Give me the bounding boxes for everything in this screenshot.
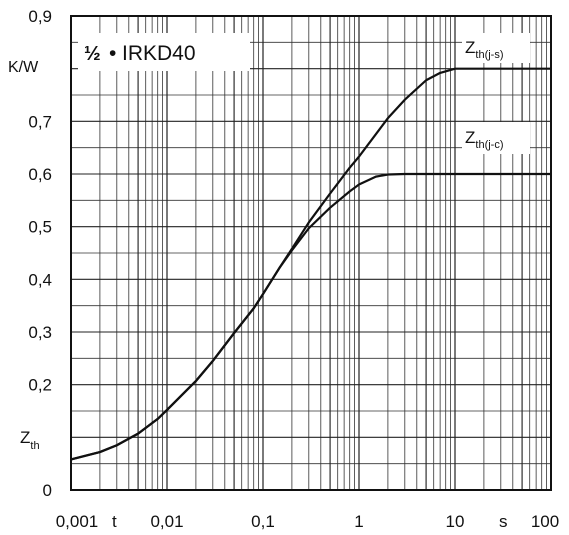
title-fraction: ½ [84,43,101,65]
series-lines [70,67,551,461]
y-tick-label: 0,7 [28,112,52,131]
title-box [78,33,250,71]
plot-frame [70,15,552,491]
x-tick-labels: 0,001 0,01 0,1 1 10 100 [56,512,559,531]
title-bullet: • [109,42,116,65]
y-tick-label: 0,4 [28,270,52,289]
y-unit-label: K/W [8,59,39,76]
series-label-jc: Zth(j-c) [465,128,504,151]
grid-major [71,16,551,490]
y-tick-label: 0,9 [28,7,52,26]
y-tick-labels: 0 0,2 0,3 0,4 0,5 0,6 0,7 0,9 [28,7,52,500]
curve-zth-jc [70,172,551,461]
series-label-bg-jc [462,122,530,154]
x-unit-label: s [499,512,508,531]
y-tick-label: 0,5 [28,218,52,237]
y-tick-label: 0,2 [28,376,52,395]
chart-title: IRKD40 [122,42,196,65]
y-tick-label: 0,6 [28,165,52,184]
y-axis-symbol: Zth [20,428,40,452]
x-tick-label: 10 [446,512,465,531]
x-axis-symbol: t [112,512,117,531]
x-tick-label: 0,01 [150,512,183,531]
grid-minor [71,16,551,490]
x-tick-label: 0,1 [251,512,275,531]
x-tick-label: 0,001 [56,512,99,531]
y-tick-label: 0 [43,481,52,500]
series-label-js: Zth(j-s) [465,38,504,61]
series-label-bg-js [462,33,530,63]
x-tick-label: 1 [354,512,363,531]
y-tick-label: 0,3 [28,323,52,342]
x-tick-label: 100 [531,512,559,531]
